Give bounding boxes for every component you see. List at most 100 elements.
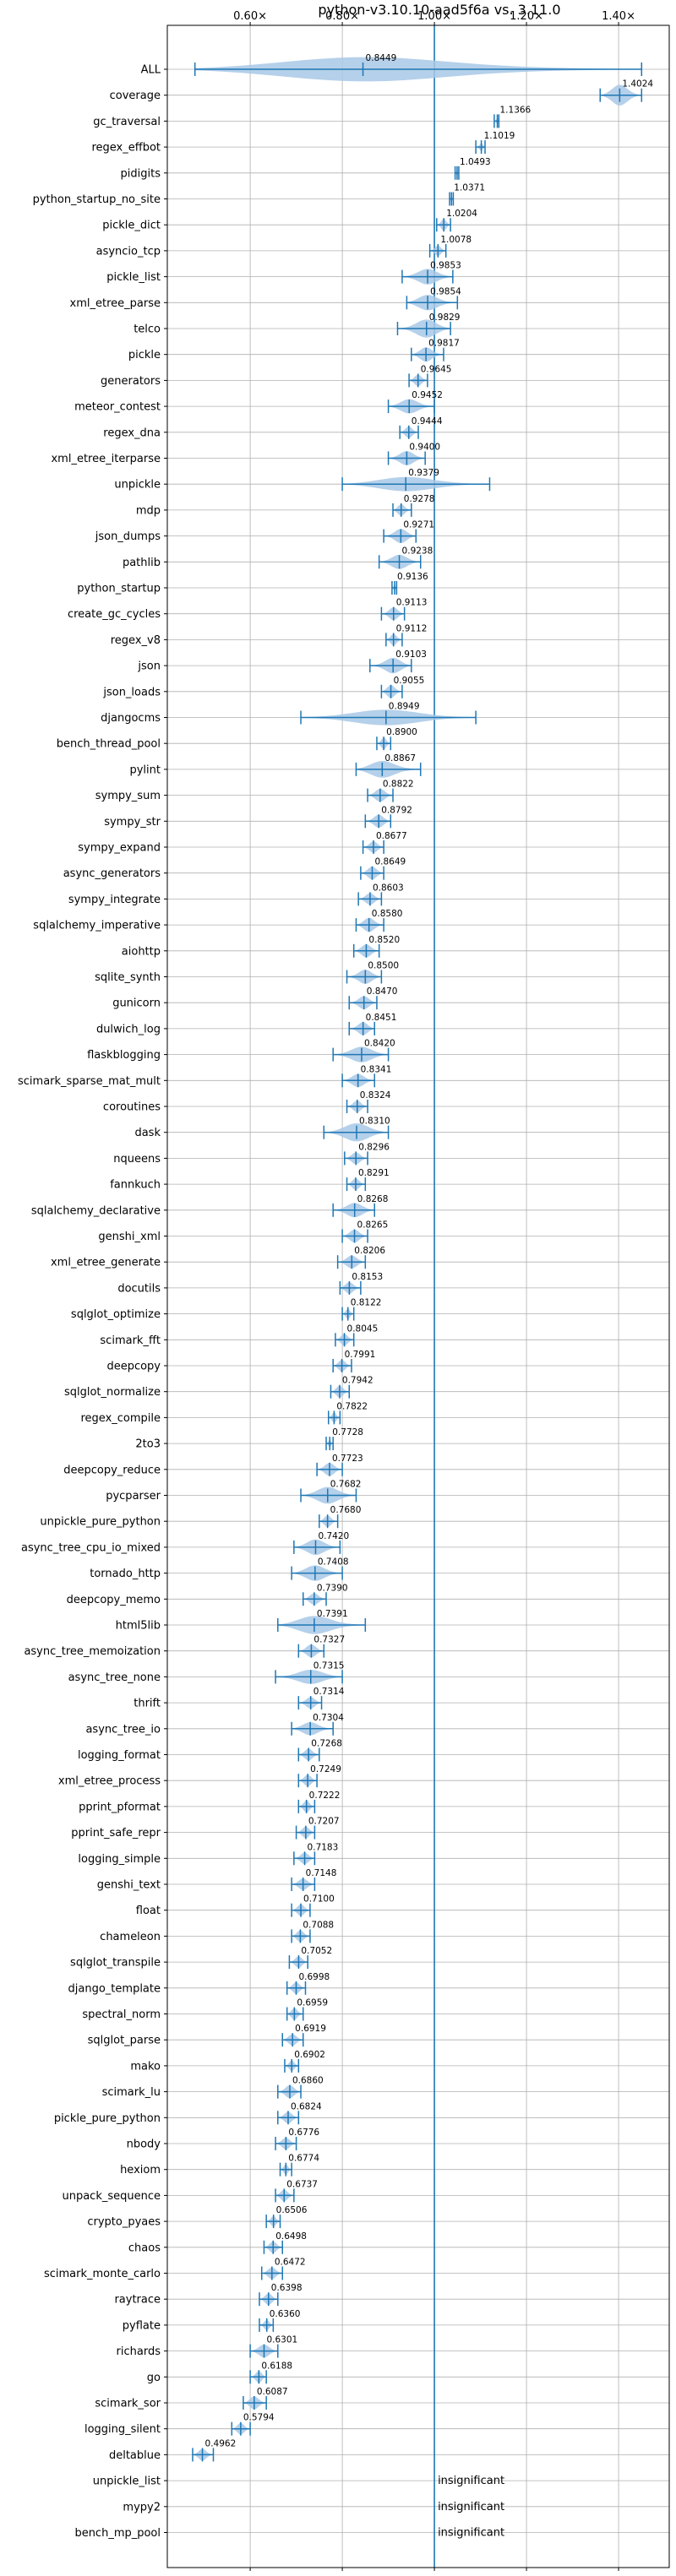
chart-title: python-v3.10.10-aad5f6a vs. 3.11.0 [318, 2, 560, 18]
value-label: 0.9817 [428, 339, 460, 349]
benchmark-name-label: docutils [117, 1282, 161, 1295]
benchmark-name-label: unpickle_pure_python [40, 1516, 161, 1529]
benchmark-name-label: pickle_dict [102, 220, 161, 232]
value-label: 0.6301 [266, 2335, 297, 2345]
value-label: 1.1366 [500, 105, 532, 115]
insignificant-label: insignificant [438, 2475, 504, 2487]
benchmark-name-label: json_loads [102, 686, 161, 698]
value-label: 1.0371 [454, 183, 485, 193]
benchmark-name-label: spectral_norm [82, 2008, 161, 2021]
benchmark-name-label: crypto_pyaes [87, 2216, 161, 2229]
benchmark-name-label: regex_v8 [111, 634, 161, 647]
benchmark-name-label: sympy_str [104, 816, 161, 829]
benchmark-name-label: hexiom [120, 2164, 161, 2177]
value-label: 0.9645 [421, 364, 452, 374]
benchmark-name-label: python_startup_no_site [33, 193, 161, 206]
benchmark-name-label: sqlalchemy_imperative [33, 920, 161, 932]
value-label: 0.8268 [357, 1194, 389, 1204]
benchmark-name-label: dulwich_log [96, 1023, 161, 1035]
benchmark-name-label: regex_compile [80, 1412, 161, 1425]
value-label: 0.6919 [295, 2024, 326, 2034]
benchmark-name-label: meteor_contest [74, 401, 161, 414]
benchmark-name-label: xml_etree_process [58, 1775, 161, 1788]
value-label: 1.0078 [440, 235, 472, 245]
value-label: 0.9400 [409, 443, 440, 453]
x-tick-label: 1.00× [417, 10, 451, 23]
value-label: 0.7314 [313, 1687, 345, 1697]
benchmark-name-label: ALL [141, 64, 161, 77]
benchmark-name-label: dask [134, 1127, 161, 1139]
benchmark-name-label: pickle [128, 349, 161, 361]
benchmark-name-label: telco [134, 323, 161, 336]
insignificant-label: insignificant [438, 2527, 504, 2540]
violin-layer [192, 57, 643, 2462]
benchmark-name-label: aiohttp [122, 945, 161, 958]
benchmark-name-label: json_dumps [95, 530, 161, 543]
value-label: 0.8792 [381, 805, 412, 815]
value-label: 0.8420 [364, 1039, 395, 1049]
benchmark-name-label: xml_etree_parse [70, 297, 161, 310]
benchmark-name-label: unpickle [114, 479, 161, 492]
benchmark-name-label: json [137, 660, 161, 673]
value-label: 0.6959 [297, 1998, 328, 2008]
benchmark-name-label: pylint [129, 764, 161, 776]
value-label: 0.9379 [408, 468, 439, 478]
benchmark-name-label: mdp [136, 504, 161, 517]
value-label: 0.7390 [317, 1583, 348, 1593]
value-label: 0.8603 [373, 883, 404, 893]
value-label: 0.9103 [395, 649, 427, 660]
benchmark-name-label: xml_etree_iterparse [51, 453, 161, 465]
value-label: 0.7100 [303, 1894, 335, 1905]
x-tick-label: 0.60× [233, 10, 267, 23]
value-label: 0.7148 [306, 1868, 337, 1878]
value-label: 0.8580 [372, 909, 403, 919]
value-label: 0.4962 [205, 2438, 237, 2448]
benchmark-name-label: gunicorn [112, 997, 161, 1010]
benchmark-name-label: raytrace [114, 2294, 161, 2307]
value-label: 0.9853 [430, 261, 461, 271]
benchmark-name-label: pprint_pformat [79, 1801, 161, 1813]
value-label: 0.9278 [404, 494, 435, 504]
value-label: 0.8153 [352, 1272, 383, 1282]
benchmark-name-label: mypy2 [123, 2501, 161, 2514]
benchmark-name-label: nbody [127, 2139, 161, 2151]
value-label: 0.8324 [360, 1090, 391, 1101]
benchmark-name-label: generators [101, 375, 161, 388]
benchmark-name-label: asyncio_tcp [96, 245, 161, 258]
value-label: 0.7268 [311, 1739, 342, 1749]
value-label: 0.7052 [301, 1946, 332, 1956]
value-label: 0.9136 [397, 572, 428, 582]
benchmark-name-label: deepcopy_memo [67, 1594, 161, 1606]
value-label: 1.1019 [484, 131, 515, 141]
benchmark-name-label: deepcopy_reduce [63, 1464, 161, 1476]
benchmark-name-label: sympy_expand [78, 842, 161, 855]
value-label: 0.9444 [412, 416, 443, 427]
value-label: 0.7183 [308, 1842, 339, 1852]
value-label: 0.8449 [366, 53, 397, 63]
benchmark-name-label: unpack_sequence [62, 2190, 161, 2203]
benchmark-name-label: pycparser [106, 1490, 161, 1503]
benchmark-name-label: logging_format [78, 1749, 161, 1762]
benchmark-name-label: sympy_integrate [68, 894, 161, 906]
benchmark-name-label: richards [117, 2345, 161, 2358]
value-label: 0.7680 [330, 1505, 362, 1515]
benchmark-name-label: async_tree_io [85, 1723, 161, 1736]
value-label: 0.8341 [361, 1064, 392, 1074]
benchmark-name-label: coroutines [103, 1101, 161, 1114]
benchmark-name-label: deepcopy [106, 1361, 161, 1373]
value-label: 0.8451 [366, 1013, 397, 1023]
benchmark-name-label: deltablue [109, 2449, 161, 2462]
benchmark-name-label: scimark_fft [100, 1334, 161, 1347]
value-label: 0.7682 [330, 1480, 362, 1490]
value-label: 0.8649 [374, 857, 406, 867]
value-label: 0.6472 [275, 2258, 306, 2268]
benchmark-name-label: chameleon [100, 1931, 161, 1943]
value-label: 0.6360 [270, 2309, 301, 2319]
benchmark-name-label: scimark_monte_carlo [44, 2268, 161, 2280]
value-label: 0.6824 [291, 2101, 322, 2111]
x-tick-label: 1.40× [602, 10, 635, 23]
benchmark-name-label: scimark_sor [95, 2398, 161, 2410]
benchmark-name-label: async_tree_none [68, 1671, 161, 1684]
benchmark-name-label: pickle_pure_python [54, 2112, 161, 2125]
